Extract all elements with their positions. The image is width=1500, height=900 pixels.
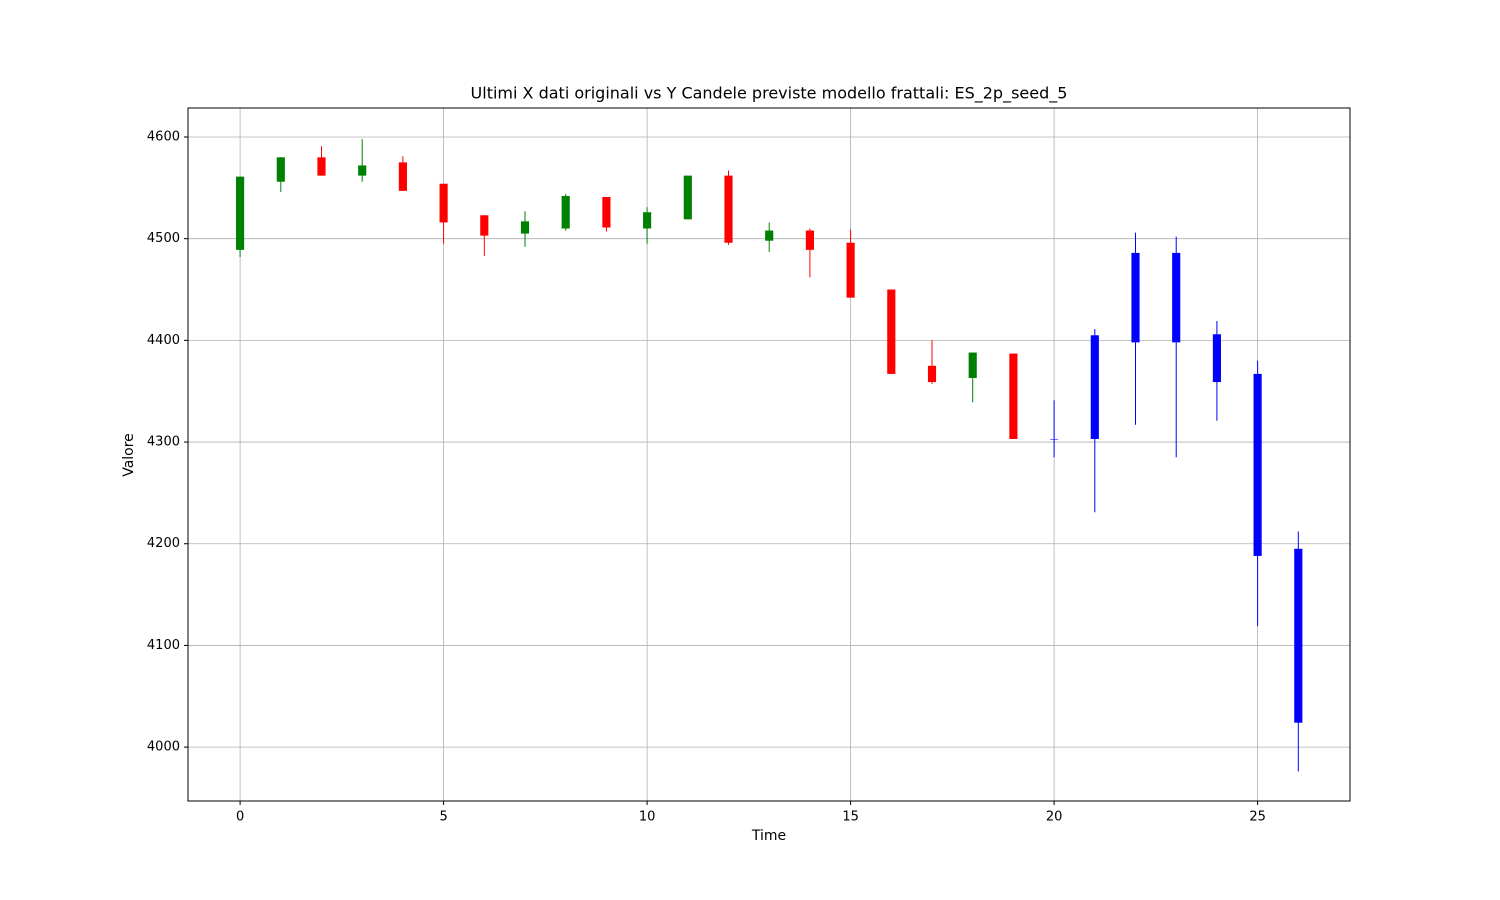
candle-body xyxy=(1253,373,1262,556)
x-tick-label: 20 xyxy=(1046,810,1063,825)
candle-body xyxy=(846,242,855,298)
x-tick-label: 25 xyxy=(1249,810,1266,825)
y-tick-label: 4000 xyxy=(147,740,180,755)
y-tick-label: 4600 xyxy=(147,129,180,144)
candle-body xyxy=(520,221,530,234)
candle-body xyxy=(398,162,407,191)
candle-body xyxy=(927,365,937,383)
candle-body xyxy=(1050,438,1059,440)
x-tick-label: 15 xyxy=(842,810,859,825)
candle-body xyxy=(1172,252,1181,343)
candle-body xyxy=(805,230,814,250)
y-axis-label: Valore xyxy=(121,433,137,477)
candle-body xyxy=(480,215,489,236)
candle-body xyxy=(724,175,733,243)
candle-body xyxy=(887,289,896,374)
candle-body xyxy=(1009,353,1018,439)
y-tick-label: 4500 xyxy=(147,231,180,246)
candle-body xyxy=(439,183,448,223)
chart-title: Ultimi X dati originali vs Y Candele pre… xyxy=(471,84,1068,104)
y-tick-label: 4400 xyxy=(147,333,180,348)
candle-body xyxy=(1294,548,1303,723)
candle-body xyxy=(1212,334,1221,383)
candle-body xyxy=(602,196,611,228)
candle-body xyxy=(683,175,692,220)
x-axis-label: Time xyxy=(751,828,786,844)
y-tick-label: 4300 xyxy=(147,435,180,450)
candle-body xyxy=(358,165,367,176)
y-tick-label: 4100 xyxy=(147,638,180,653)
candle-body xyxy=(236,176,245,250)
y-tick-label: 4200 xyxy=(147,536,180,551)
candle-body xyxy=(765,230,774,241)
candle-body xyxy=(1131,252,1140,343)
candle-body xyxy=(561,195,570,229)
candle-body xyxy=(643,212,652,229)
candle-body xyxy=(1090,335,1099,439)
plot-frame xyxy=(187,107,1351,802)
x-tick-label: 10 xyxy=(639,810,656,825)
candle-body xyxy=(317,157,326,176)
candle-body xyxy=(968,352,977,378)
x-tick-label: 0 xyxy=(236,810,244,825)
candle-body xyxy=(276,157,285,182)
x-tick-label: 5 xyxy=(439,810,447,825)
